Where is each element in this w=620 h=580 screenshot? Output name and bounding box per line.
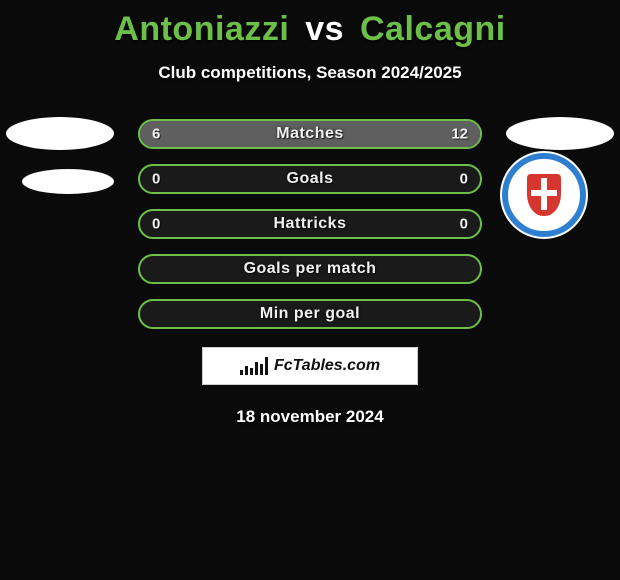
- stat-value-left: 6: [152, 126, 160, 143]
- subtitle: Club competitions, Season 2024/2025: [0, 63, 620, 83]
- player-b-name: Calcagni: [360, 10, 506, 48]
- comparison-arena: 6 Matches 12 0 Goals 0 0 Hattricks 0 Goa…: [0, 119, 620, 427]
- club-a-badge-placeholder: [22, 169, 114, 194]
- date-stamp: 18 november 2024: [0, 407, 620, 427]
- player-a-badge-placeholder: [6, 117, 114, 150]
- stat-label: Matches: [276, 125, 344, 143]
- stat-label: Min per goal: [260, 305, 360, 323]
- club-b-crest: [502, 153, 586, 237]
- stat-value-right: 12: [451, 126, 468, 143]
- player-a-name: Antoniazzi: [114, 10, 289, 48]
- stat-value-right: 0: [460, 171, 468, 188]
- bar-chart-icon: [240, 357, 268, 375]
- stat-value-left: 0: [152, 171, 160, 188]
- brand-text: FcTables.com: [274, 357, 380, 375]
- stat-row-goals-per-match: Goals per match: [138, 254, 482, 284]
- stat-value-left: 0: [152, 216, 160, 233]
- stat-label: Hattricks: [274, 215, 347, 233]
- stat-rows: 6 Matches 12 0 Goals 0 0 Hattricks 0 Goa…: [138, 119, 482, 329]
- stat-row-min-per-goal: Min per goal: [138, 299, 482, 329]
- stat-row-matches: 6 Matches 12: [138, 119, 482, 149]
- comparison-title: Antoniazzi vs Calcagni: [0, 0, 620, 49]
- stat-label: Goals: [287, 170, 334, 188]
- stat-label: Goals per match: [244, 260, 377, 278]
- stat-row-hattricks: 0 Hattricks 0: [138, 209, 482, 239]
- vs-separator: vs: [305, 10, 344, 48]
- stat-value-right: 0: [460, 216, 468, 233]
- player-b-badge-placeholder: [506, 117, 614, 150]
- shield-icon: [527, 174, 561, 216]
- brand-box: FcTables.com: [202, 347, 418, 385]
- stat-row-goals: 0 Goals 0: [138, 164, 482, 194]
